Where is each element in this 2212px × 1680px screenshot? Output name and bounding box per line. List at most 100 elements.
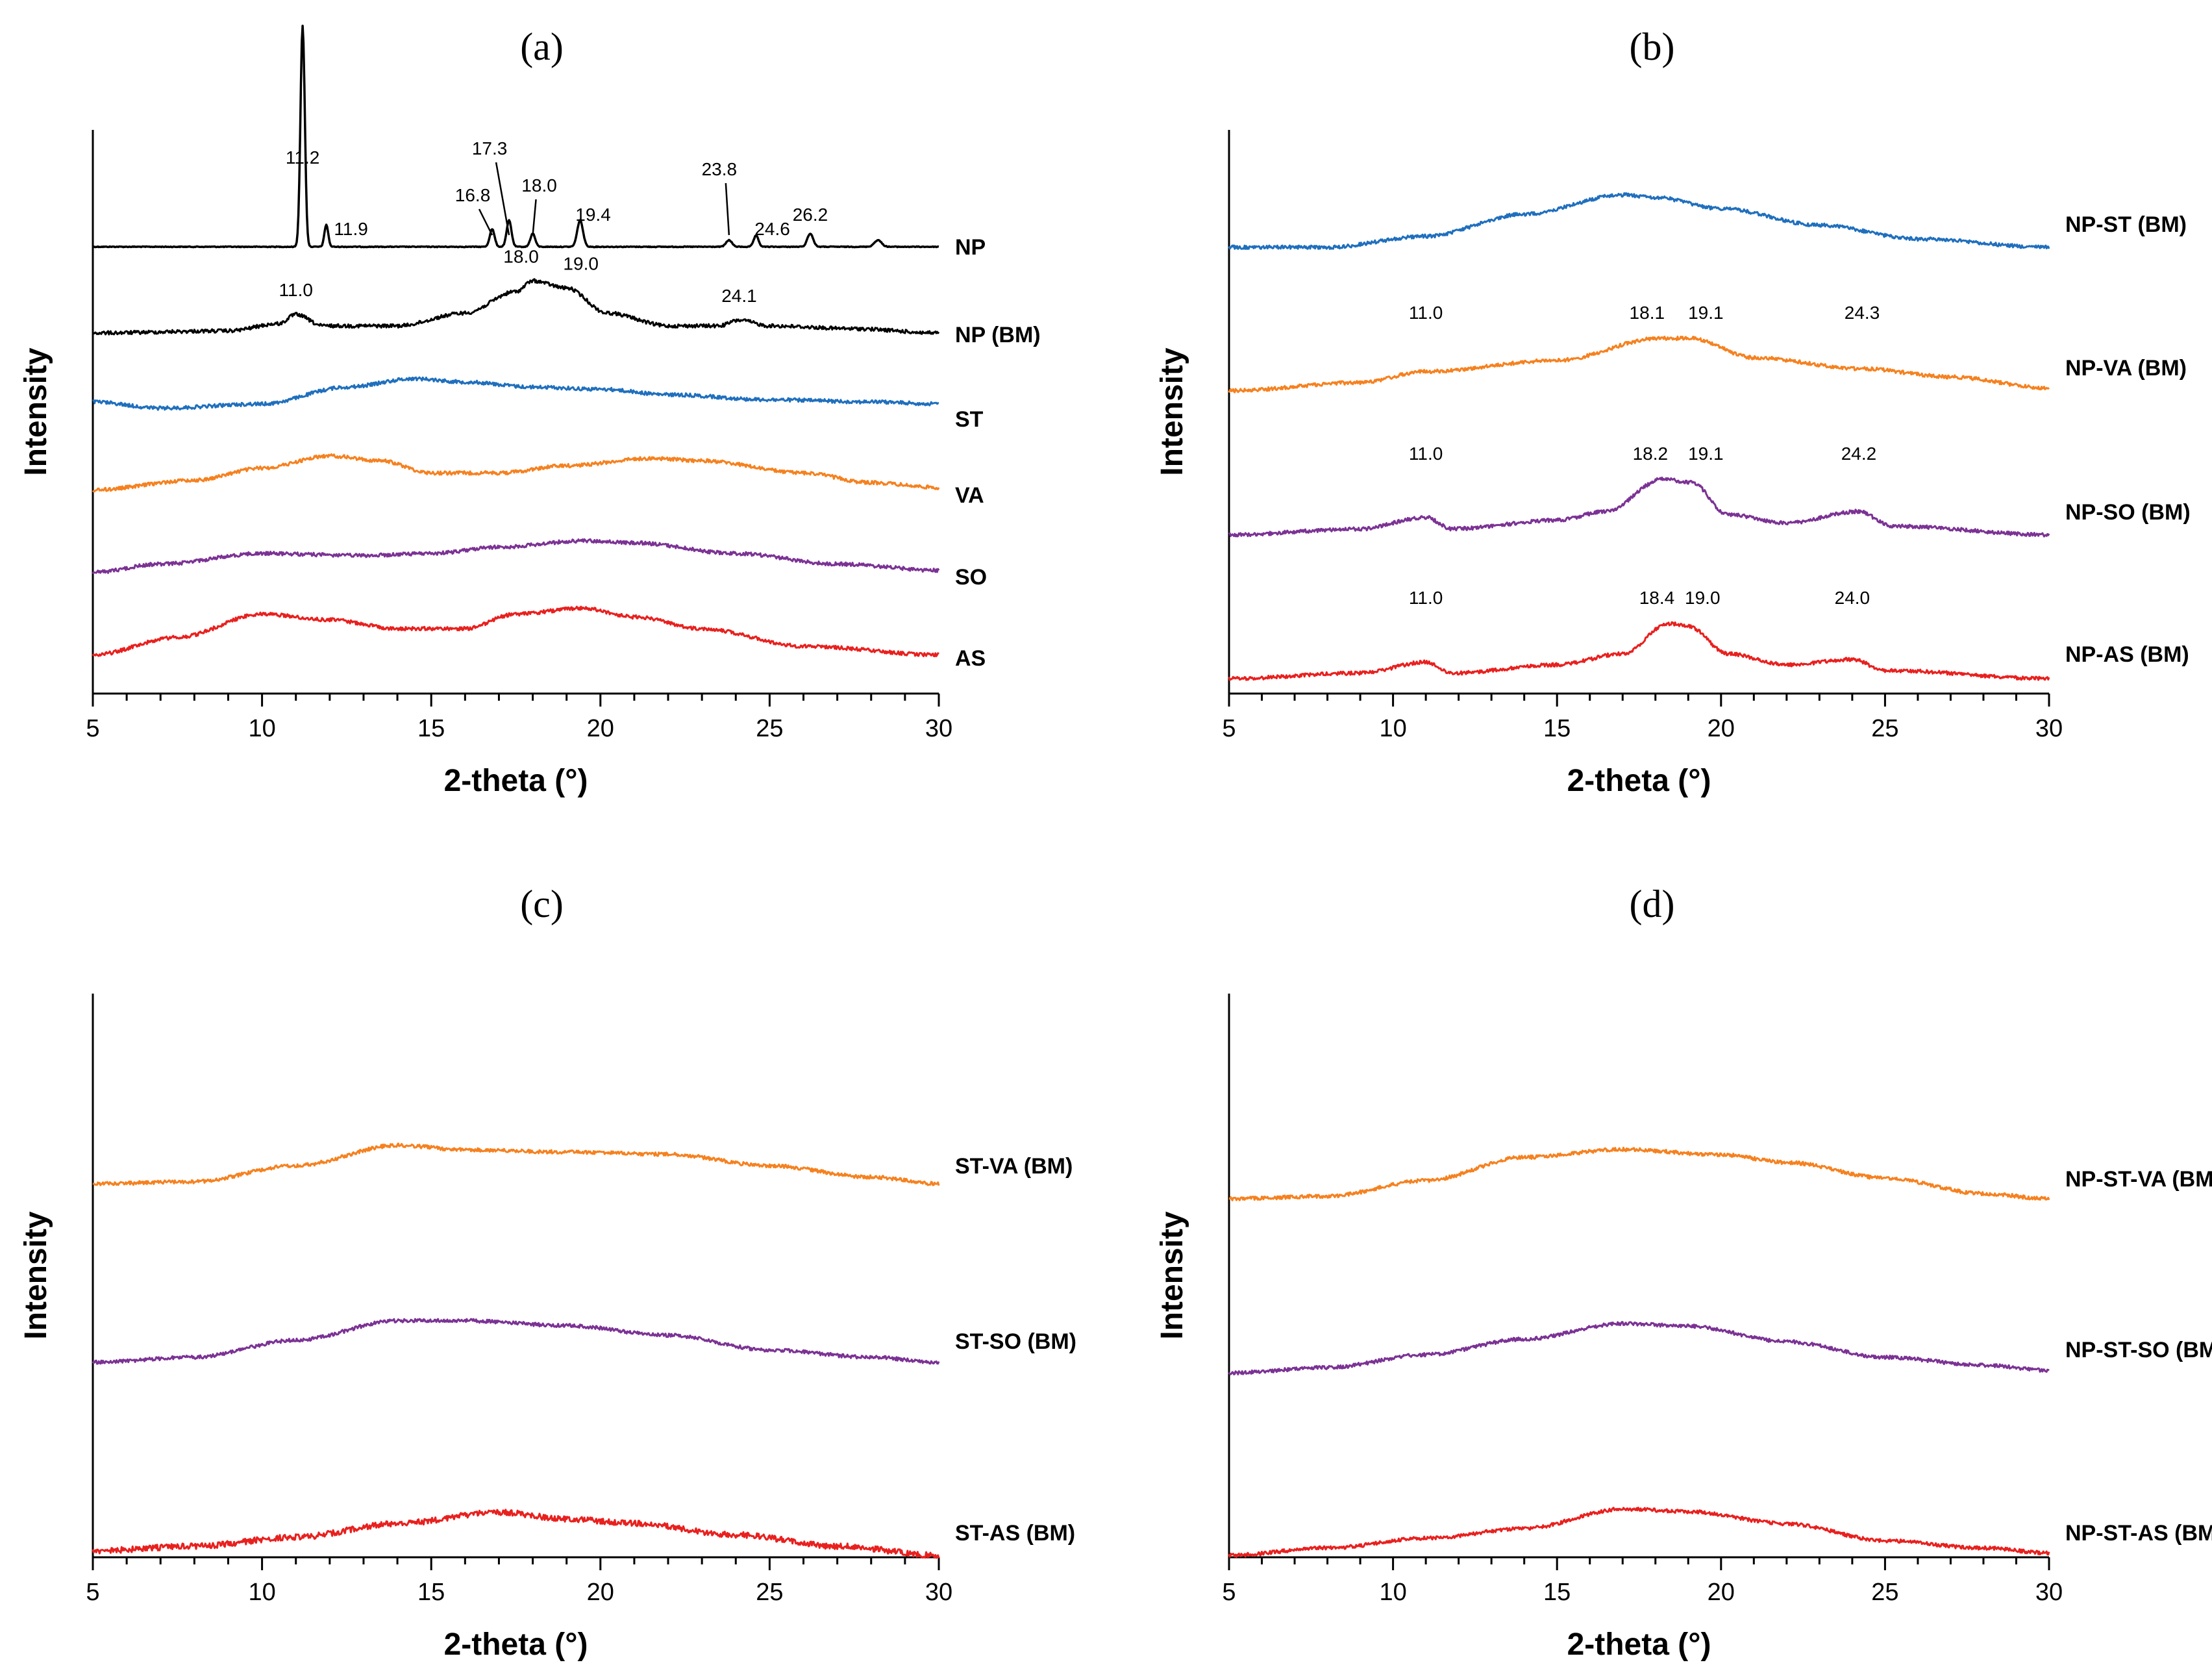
series-line-st-so-bm xyxy=(92,1318,940,1365)
panel-label-b: (b) xyxy=(1630,25,1675,68)
x-tick-label: 30 xyxy=(925,1579,952,1606)
peak-label: 24.6 xyxy=(754,219,790,239)
series-line-np-st-bm xyxy=(1228,192,2050,250)
series-label: NP xyxy=(955,235,986,260)
series-label: NP (BM) xyxy=(955,323,1041,347)
peak-label: 24.1 xyxy=(721,286,757,306)
series-label: AS xyxy=(955,646,986,671)
series-label: VA xyxy=(955,483,984,508)
peak-label: 18.4 xyxy=(1639,588,1675,608)
x-tick-label: 15 xyxy=(1543,1579,1571,1606)
x-tick-label: 10 xyxy=(248,715,275,742)
series-label: ST-VA (BM) xyxy=(955,1154,1073,1179)
x-tick-label: 15 xyxy=(1543,715,1571,742)
series-line-st-va-bm xyxy=(92,1142,940,1186)
peak-leader-line xyxy=(478,208,493,236)
x-axis-title: 2-theta (°) xyxy=(1567,1627,1711,1662)
y-axis-title: Intensity xyxy=(1155,1211,1189,1340)
peak-label: 11.0 xyxy=(1409,588,1443,608)
peak-leader-line xyxy=(532,199,537,236)
series-line-np-st-so-bm xyxy=(1228,1321,2050,1375)
series-label: NP-ST (BM) xyxy=(2065,212,2187,237)
series-line-st-as-bm xyxy=(92,1509,940,1559)
x-axis-title: 2-theta (°) xyxy=(1567,764,1711,798)
series-line-np xyxy=(92,24,939,249)
peak-label: 19.1 xyxy=(1688,303,1724,323)
series-label: NP-ST-SO (BM) xyxy=(2065,1338,2212,1362)
x-axis-title: 2-theta (°) xyxy=(444,1627,588,1662)
series-line-np-so-bm xyxy=(1228,476,2050,538)
series-label: NP-ST-AS (BM) xyxy=(2065,1521,2212,1546)
x-tick-label: 25 xyxy=(1871,1579,1898,1606)
x-tick-label: 10 xyxy=(1379,1579,1406,1606)
panel-label-a: (a) xyxy=(520,25,564,68)
y-axis-title: Intensity xyxy=(19,347,53,476)
series-label: NP-ST-VA (BM) xyxy=(2065,1167,2212,1192)
series-label: ST-SO (BM) xyxy=(955,1329,1076,1354)
peak-label: 18.2 xyxy=(1633,444,1669,464)
x-tick-label: 10 xyxy=(1379,715,1406,742)
series-line-np-va-bm xyxy=(1228,335,2050,394)
x-tick-label: 5 xyxy=(86,1579,99,1606)
series-line-np-bm xyxy=(92,278,940,336)
peak-label: 24.2 xyxy=(1841,444,1877,464)
peak-leader-line xyxy=(495,162,510,236)
x-tick-label: 25 xyxy=(1871,715,1898,742)
peak-label: 18.0 xyxy=(521,175,557,195)
x-tick-label: 15 xyxy=(417,1579,445,1606)
x-tick-label: 30 xyxy=(925,715,952,742)
peak-label: 19.0 xyxy=(563,254,599,274)
x-tick-label: 25 xyxy=(756,1579,783,1606)
panel-label-c: (c) xyxy=(520,883,564,925)
peak-label: 26.2 xyxy=(793,205,828,225)
x-tick-label: 5 xyxy=(86,715,99,742)
series-line-st xyxy=(92,376,939,411)
x-tick-label: 30 xyxy=(2035,1579,2063,1606)
peak-label: 23.8 xyxy=(702,159,738,179)
peak-label: 19.1 xyxy=(1688,444,1724,464)
x-tick-label: 30 xyxy=(2035,715,2063,742)
x-tick-label: 5 xyxy=(1222,715,1236,742)
peak-label: 11.0 xyxy=(279,280,313,300)
x-tick-label: 25 xyxy=(756,715,783,742)
series-label: SO xyxy=(955,565,987,590)
y-axis-title: Intensity xyxy=(19,1211,53,1340)
peak-leader-line xyxy=(725,182,730,236)
x-tick-label: 20 xyxy=(1708,715,1735,742)
series-line-np-st-as-bm xyxy=(1228,1507,2050,1558)
peak-label: 11.9 xyxy=(334,219,367,239)
series-label: NP-AS (BM) xyxy=(2065,642,2189,667)
panel-label-d: (d) xyxy=(1630,883,1675,925)
series-line-so xyxy=(92,538,940,575)
series-line-np-st-va-bm xyxy=(1228,1146,2050,1201)
peak-label: 24.0 xyxy=(1835,588,1870,608)
peak-label: 11.0 xyxy=(1409,444,1443,464)
x-tick-label: 10 xyxy=(248,1579,275,1606)
panel-a: (a) 5 10 15 20 25 30 2-theta (°) Intensity NP 11.2… xyxy=(19,24,1041,798)
y-axis-title: Intensity xyxy=(1155,347,1189,476)
x-tick-label: 20 xyxy=(587,1579,614,1606)
x-tick-label: 5 xyxy=(1222,1579,1236,1606)
x-tick-label: 20 xyxy=(1708,1579,1735,1606)
panel-b: (b) 5 10 15 20 25 30 2-theta (°) Intensity NP-ST … xyxy=(1155,25,2191,798)
x-tick-label: 15 xyxy=(417,715,445,742)
peak-label: 18.0 xyxy=(503,247,539,267)
series-line-va xyxy=(92,453,940,493)
x-axis-title: 2-theta (°) xyxy=(444,764,588,798)
series-label: NP-VA (BM) xyxy=(2065,356,2187,381)
series-label: ST-AS (BM) xyxy=(955,1521,1075,1546)
series-line-np-as-bm xyxy=(1228,621,2050,681)
x-tick-label: 20 xyxy=(587,715,614,742)
peak-label: 18.1 xyxy=(1630,303,1665,323)
peak-label: 11.2 xyxy=(286,147,319,168)
series-label: NP-SO (BM) xyxy=(2065,500,2191,525)
series-line-as xyxy=(92,605,939,658)
peak-label: 19.4 xyxy=(575,205,611,225)
panel-d: (d) 5 10 15 20 25 30 2-theta (°) Intensity NP-ST-… xyxy=(1155,883,2212,1662)
series-label: ST xyxy=(955,407,984,432)
peak-label: 19.0 xyxy=(1685,588,1721,608)
peak-label: 11.0 xyxy=(1409,303,1443,323)
peak-label: 24.3 xyxy=(1845,303,1880,323)
panel-c: (c) 5 10 15 20 25 30 2-theta (°) Intensity ST-VA … xyxy=(19,883,1076,1662)
